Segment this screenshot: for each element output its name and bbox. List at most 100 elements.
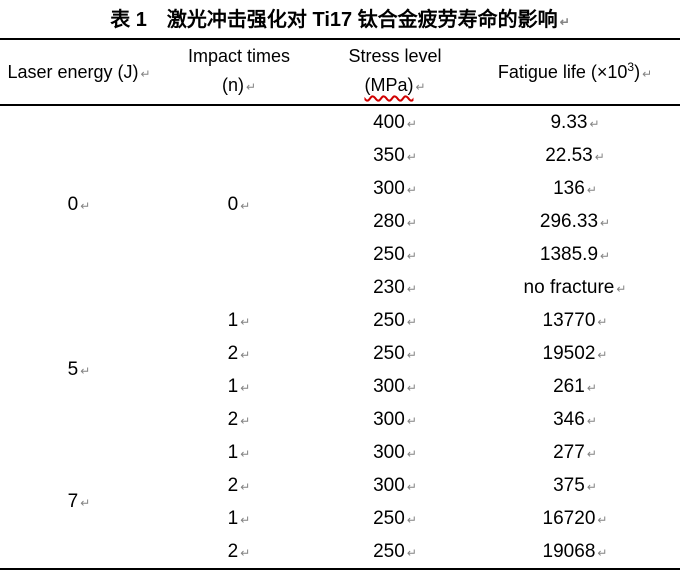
superscript-exponent: 3 <box>627 59 635 74</box>
fatigue-cell: 261 ↵ <box>553 375 597 397</box>
paragraph-mark: ↵ <box>406 281 417 296</box>
fatigue-data-table: Laser energy (J) ↵ Impact times (n) ↵ Stre… <box>0 38 680 570</box>
impact-times-cell: 2 ↵ <box>227 540 251 562</box>
stress-cell: 250 ↵ <box>373 243 417 265</box>
table-row: 0 ↵ 0 ↵ 400 ↵ 9.33 ↵ <box>0 105 680 216</box>
paragraph-mark: ↵ <box>245 80 257 94</box>
paragraph-mark: ↵ <box>240 545 251 560</box>
paragraph-mark: ↵ <box>586 182 597 197</box>
stress-cell: 250 ↵ <box>373 540 417 562</box>
impact-times-cell: 1 ↵ <box>227 309 251 331</box>
impact-times-cell: 1 ↵ <box>227 441 251 463</box>
paragraph-mark: ↵ <box>589 116 600 131</box>
table-row: 280 ↵ 296.33 ↵ <box>0 205 680 238</box>
paragraph-mark: ↵ <box>406 479 417 494</box>
paragraph-mark: ↵ <box>597 314 608 329</box>
paragraph-mark: ↵ <box>406 347 417 362</box>
col-header-laser-energy: Laser energy (J) ↵ <box>7 61 151 82</box>
laser-energy-cell: 5 ↵ <box>67 359 91 380</box>
fatigue-cell: 375 ↵ <box>553 474 597 496</box>
col-header-fatigue-life: Fatigue life (×103) ↵ <box>497 59 653 82</box>
header-row: Laser energy (J) ↵ Impact times (n) ↵ Stre… <box>0 39 680 105</box>
col-header-impact-times-line2: (n) ↵ <box>221 75 257 95</box>
stress-cell: 250 ↵ <box>373 309 417 331</box>
paragraph-mark: ↵ <box>240 512 251 527</box>
paragraph-mark: ↵ <box>597 512 608 527</box>
paragraph-mark: ↵ <box>406 215 417 230</box>
fatigue-cell: 19502 ↵ <box>542 342 608 364</box>
col-header-impact-times: Impact times (n) ↵ <box>158 39 320 105</box>
paragraph-mark: ↵ <box>586 380 597 395</box>
laser-energy-cell: 7 ↵ <box>67 491 91 512</box>
paragraph-mark: ↵ <box>406 446 417 461</box>
col-header-stress-level: Stress level (MPa) ↵ <box>320 39 470 105</box>
stress-cell: 250 ↵ <box>373 507 417 529</box>
col-header-impact-times-line1: Impact times <box>187 46 291 66</box>
paragraph-mark: ↵ <box>406 512 417 527</box>
stress-cell: 400 ↵ <box>373 111 417 133</box>
stress-cell: 250 ↵ <box>373 342 417 364</box>
impact-times-cell: 1 ↵ <box>227 507 251 529</box>
col-header-stress-level-line1: Stress level <box>348 46 442 66</box>
paragraph-mark: ↵ <box>240 446 251 461</box>
paragraph-mark: ↵ <box>240 413 251 428</box>
laser-energy-cell: 0 ↵ <box>67 194 91 215</box>
paragraph-mark: ↵ <box>406 248 417 263</box>
table-row: 7 ↵ 1 ↵ 300 ↵ 277 ↵ <box>0 436 680 513</box>
paragraph-mark: ↵ <box>616 281 627 296</box>
table-row: 250 ↵ 1385.9 ↵ <box>0 238 680 271</box>
paragraph-mark: ↵ <box>415 80 426 94</box>
paragraph-mark: ↵ <box>240 479 251 494</box>
paragraph-mark: ↵ <box>80 496 91 510</box>
stress-cell: 300 ↵ <box>373 177 417 199</box>
impact-times-cell: 2 ↵ <box>227 408 251 430</box>
col-header-stress-level-line2: (MPa) ↵ <box>320 71 470 102</box>
table-row: 1 ↵ 300 ↵ 261 ↵ <box>0 370 680 403</box>
table-row: 230 ↵ no fracture ↵ <box>0 271 680 304</box>
paragraph-mark: ↵ <box>80 199 91 213</box>
table-row: 2 ↵ 300 ↵ 346 ↵ <box>0 403 680 436</box>
impact-times-cell: 2 ↵ <box>227 342 251 364</box>
paragraph-mark: ↵ <box>240 314 251 329</box>
paragraph-mark: ↵ <box>586 413 597 428</box>
fatigue-cell: 22.53 ↵ <box>545 144 605 166</box>
table-row: 2 ↵ 250 ↵ 19502 ↵ <box>0 337 680 370</box>
stress-cell: 350 ↵ <box>373 144 417 166</box>
fatigue-cell: 16720 ↵ <box>542 507 608 529</box>
table-row: 5 ↵ 1 ↵ 250 ↵ 13770 ↵ <box>0 304 680 381</box>
paragraph-mark: ↵ <box>586 446 597 461</box>
stress-cell: 230 ↵ <box>373 276 417 298</box>
table-row: 2 ↵ 300 ↵ 375 ↵ <box>0 469 680 502</box>
stress-cell: 300 ↵ <box>373 474 417 496</box>
paragraph-mark: ↵ <box>594 149 605 164</box>
paragraph-mark: ↵ <box>406 380 417 395</box>
table-row: 300 ↵ 136 ↵ <box>0 172 680 205</box>
paragraph-mark: ↵ <box>406 182 417 197</box>
table-caption-text: 表 1 激光冲击强化对 Ti17 钛合金疲劳寿命的影响 <box>110 9 558 31</box>
table-caption: 表 1 激光冲击强化对 Ti17 钛合金疲劳寿命的影响 ↵ <box>0 0 680 38</box>
table-row: 2 ↵ 250 ↵ 19068 ↵ <box>0 535 680 569</box>
stress-cell: 300 ↵ <box>373 375 417 397</box>
paragraph-mark: ↵ <box>406 314 417 329</box>
fatigue-cell: 19068 ↵ <box>542 540 608 562</box>
fatigue-cell: 1385.9 ↵ <box>539 243 611 265</box>
impact-times-cell: 2 ↵ <box>227 474 251 496</box>
stress-cell: 280 ↵ <box>373 210 417 232</box>
fatigue-cell: 9.33 ↵ <box>550 111 600 133</box>
paragraph-mark: ↵ <box>600 248 611 263</box>
stress-cell: 300 ↵ <box>373 408 417 430</box>
paragraph-mark: ↵ <box>597 545 608 560</box>
paragraph-mark: ↵ <box>559 15 570 29</box>
fatigue-cell: 296.33 ↵ <box>539 210 611 232</box>
paragraph-mark: ↵ <box>240 347 251 362</box>
fatigue-cell: no fracture ↵ <box>523 276 627 298</box>
fatigue-cell: 136 ↵ <box>553 177 597 199</box>
impact-times-cell: 0 ↵ <box>227 194 251 215</box>
spellcheck-squiggle: (MPa) <box>364 75 414 95</box>
table-row: 350 ↵ 22.53 ↵ <box>0 139 680 172</box>
stress-cell: 300 ↵ <box>373 441 417 463</box>
paragraph-mark: ↵ <box>600 215 611 230</box>
impact-times-cell: 1 ↵ <box>227 375 251 397</box>
paragraph-mark: ↵ <box>140 66 151 81</box>
